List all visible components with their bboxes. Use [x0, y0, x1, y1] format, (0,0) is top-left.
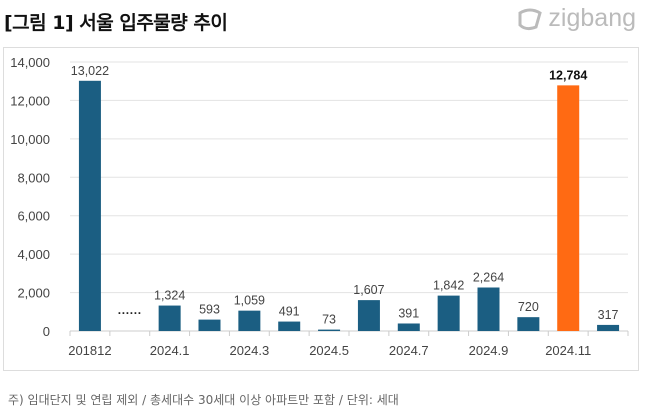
- y-tick-label: 10,000: [10, 132, 50, 147]
- bar: [158, 305, 181, 331]
- x-tick-label: 201812: [68, 343, 111, 358]
- bar: [597, 324, 620, 331]
- data-label: 317: [598, 308, 619, 322]
- logo-text: zigbang: [548, 4, 636, 32]
- data-label: 73: [322, 313, 336, 327]
- bar: [357, 300, 380, 331]
- bar: [238, 310, 261, 331]
- bar: [198, 319, 221, 331]
- chart-frame: [3, 47, 639, 371]
- data-label: 13,022: [71, 64, 109, 78]
- bar: [318, 329, 341, 331]
- zigbang-logo: zigbang: [516, 4, 636, 33]
- data-label: 1,842: [433, 279, 464, 293]
- x-tick-label: 2024.1: [150, 343, 190, 358]
- bar: [278, 321, 301, 331]
- data-label: 593: [199, 303, 220, 317]
- y-tick-label: 8,000: [17, 170, 50, 185]
- x-tick-label: 2024.7: [389, 343, 429, 358]
- y-tick-label: 12,000: [10, 93, 50, 108]
- bar: [477, 287, 500, 331]
- chart-title: [그림 1] 서울 입주물량 추이: [4, 12, 228, 34]
- data-label: 1,059: [234, 294, 265, 308]
- data-label: 2,264: [473, 270, 504, 284]
- bar: [557, 85, 580, 332]
- x-tick-label: 2024.3: [229, 343, 269, 358]
- y-tick-label: 0: [43, 324, 50, 339]
- bar: [437, 295, 460, 331]
- data-label: 720: [518, 300, 539, 314]
- zigbang-logo-icon: [518, 8, 543, 30]
- data-label: 12,784: [549, 68, 587, 82]
- data-label: 491: [279, 305, 300, 319]
- data-label: 391: [398, 306, 419, 320]
- data-label: 1,324: [154, 289, 185, 303]
- x-tick-label: 2024.11: [545, 343, 591, 358]
- x-tick-label: 2024.9: [469, 343, 509, 358]
- bar: [78, 80, 101, 332]
- data-label: 1,607: [353, 283, 384, 297]
- bar: [517, 317, 540, 331]
- y-tick-label: 6,000: [17, 209, 50, 224]
- bar: [397, 323, 420, 331]
- y-tick-label: 14,000: [10, 55, 50, 70]
- x-tick-label: 2024.5: [309, 343, 349, 358]
- break-marker: ······: [118, 306, 142, 320]
- y-tick-label: 2,000: [17, 286, 50, 301]
- y-tick-label: 4,000: [17, 247, 50, 262]
- footnote: 주) 임대단지 및 연립 제외 / 총세대수 30세대 이상 아파트만 포함 /…: [8, 393, 399, 407]
